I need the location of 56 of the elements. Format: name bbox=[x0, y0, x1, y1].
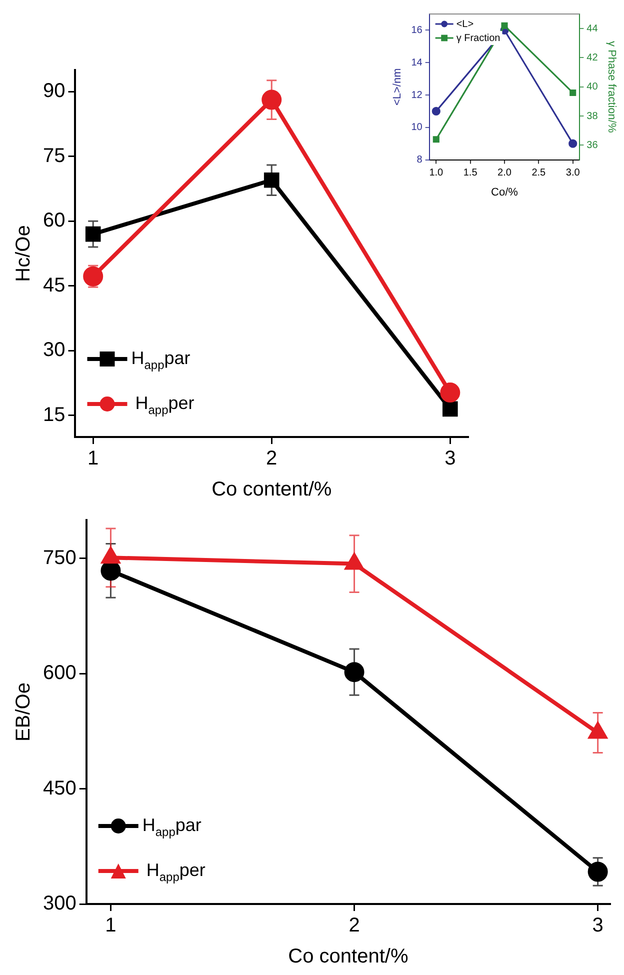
x-tick-label: 1 bbox=[105, 914, 116, 937]
point bbox=[570, 89, 576, 96]
point bbox=[588, 862, 608, 882]
point bbox=[440, 382, 460, 403]
y-tick-label: 15 bbox=[42, 404, 66, 426]
x-tick-label: 3.0 bbox=[566, 168, 580, 179]
point bbox=[262, 90, 282, 110]
point bbox=[568, 139, 578, 148]
point bbox=[432, 136, 440, 143]
x-tick-label: 3 bbox=[444, 448, 456, 470]
point bbox=[588, 722, 607, 739]
y-tick-label: 45 bbox=[42, 274, 66, 296]
legend-label: <L> bbox=[456, 18, 474, 30]
point bbox=[442, 401, 458, 417]
y-tick-label: 12 bbox=[411, 90, 423, 101]
y2-tick-label: 44 bbox=[586, 23, 598, 34]
point bbox=[432, 106, 440, 116]
point bbox=[344, 662, 364, 682]
y-tick-label: 450 bbox=[42, 777, 76, 800]
y2-tick-label: 42 bbox=[586, 52, 598, 64]
x-axis-title: Co/% bbox=[491, 186, 518, 198]
point bbox=[83, 266, 104, 286]
x-tick-label: 1.0 bbox=[429, 168, 444, 179]
y-axis-title: <L>/nm bbox=[392, 68, 404, 106]
y-tick-label: 300 bbox=[42, 892, 76, 915]
y-tick-label: 8 bbox=[416, 154, 423, 166]
y-tick-label: 30 bbox=[42, 339, 66, 362]
y-tick-label: 14 bbox=[411, 57, 423, 68]
point bbox=[102, 548, 120, 564]
point bbox=[264, 172, 280, 188]
x-axis-title: Co content/% bbox=[212, 478, 332, 501]
x-tick-label: 3 bbox=[592, 914, 604, 937]
y-tick-label: 10 bbox=[411, 122, 423, 134]
x-tick-label: 2 bbox=[266, 448, 278, 470]
point bbox=[345, 554, 364, 570]
y-tick-label: 600 bbox=[42, 662, 76, 684]
x-axis-title: Co content/% bbox=[288, 946, 408, 968]
x-tick-label: 2.5 bbox=[532, 168, 546, 179]
y2-tick-label: 36 bbox=[586, 140, 598, 151]
y-axis-title: Hc/Oe bbox=[12, 225, 35, 282]
y-tick-label: 750 bbox=[42, 546, 76, 569]
y2-tick-label: 40 bbox=[586, 82, 598, 93]
y-tick-label: 75 bbox=[42, 144, 66, 167]
y-tick-label: 60 bbox=[42, 210, 66, 232]
point bbox=[501, 22, 508, 29]
legend-label: γ Fraction bbox=[456, 32, 500, 44]
point bbox=[85, 226, 101, 242]
y2-tick-label: 38 bbox=[586, 110, 598, 122]
y-tick-label: 16 bbox=[411, 24, 423, 36]
x-tick-label: 2.0 bbox=[498, 168, 512, 179]
y-axis-title: EB/Oe bbox=[12, 682, 35, 742]
x-tick-label: 1 bbox=[88, 448, 99, 470]
y2-axis-title: γ Phase fraction/% bbox=[605, 41, 618, 133]
x-tick-label: 2 bbox=[348, 914, 360, 937]
x-tick-label: 1.5 bbox=[463, 168, 478, 179]
y-tick-label: 90 bbox=[42, 80, 66, 102]
